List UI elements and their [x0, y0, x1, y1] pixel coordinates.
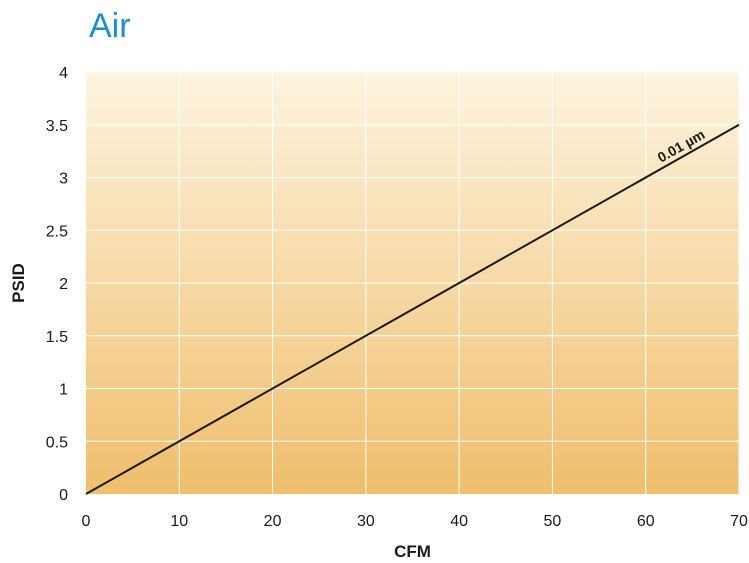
y-tick-label: 4 [59, 65, 68, 82]
y-tick-label: 3 [59, 171, 68, 188]
tick-labels: 0 10 20 30 40 50 60 70 0 0.5 1 1.5 2 2.5 3 3.5 4 [46, 65, 748, 530]
x-tick-label: 20 [264, 513, 282, 530]
x-tick-label: 10 [170, 513, 188, 530]
x-tick-label: 0 [82, 513, 91, 530]
y-tick-label: 1.5 [46, 329, 68, 346]
chart-title: Air [89, 7, 131, 45]
grid-lines [86, 71, 740, 494]
x-tick-label: 60 [637, 513, 655, 530]
x-axis-label: CFM [394, 542, 431, 561]
series-line [85, 123, 740, 495]
y-axis-label: PSID [9, 263, 28, 303]
x-tick-label: 40 [450, 513, 468, 530]
x-tick-label: 50 [544, 513, 562, 530]
y-tick-label: 2.5 [46, 223, 68, 240]
y-tick-label: 0 [59, 487, 68, 504]
y-tick-label: 1 [59, 382, 68, 399]
y-tick-label: 0.5 [46, 434, 68, 451]
x-tick-label: 30 [357, 513, 375, 530]
x-tick-label: 70 [730, 513, 748, 530]
y-tick-label: 2 [59, 276, 68, 293]
y-tick-label: 3.5 [46, 118, 68, 135]
